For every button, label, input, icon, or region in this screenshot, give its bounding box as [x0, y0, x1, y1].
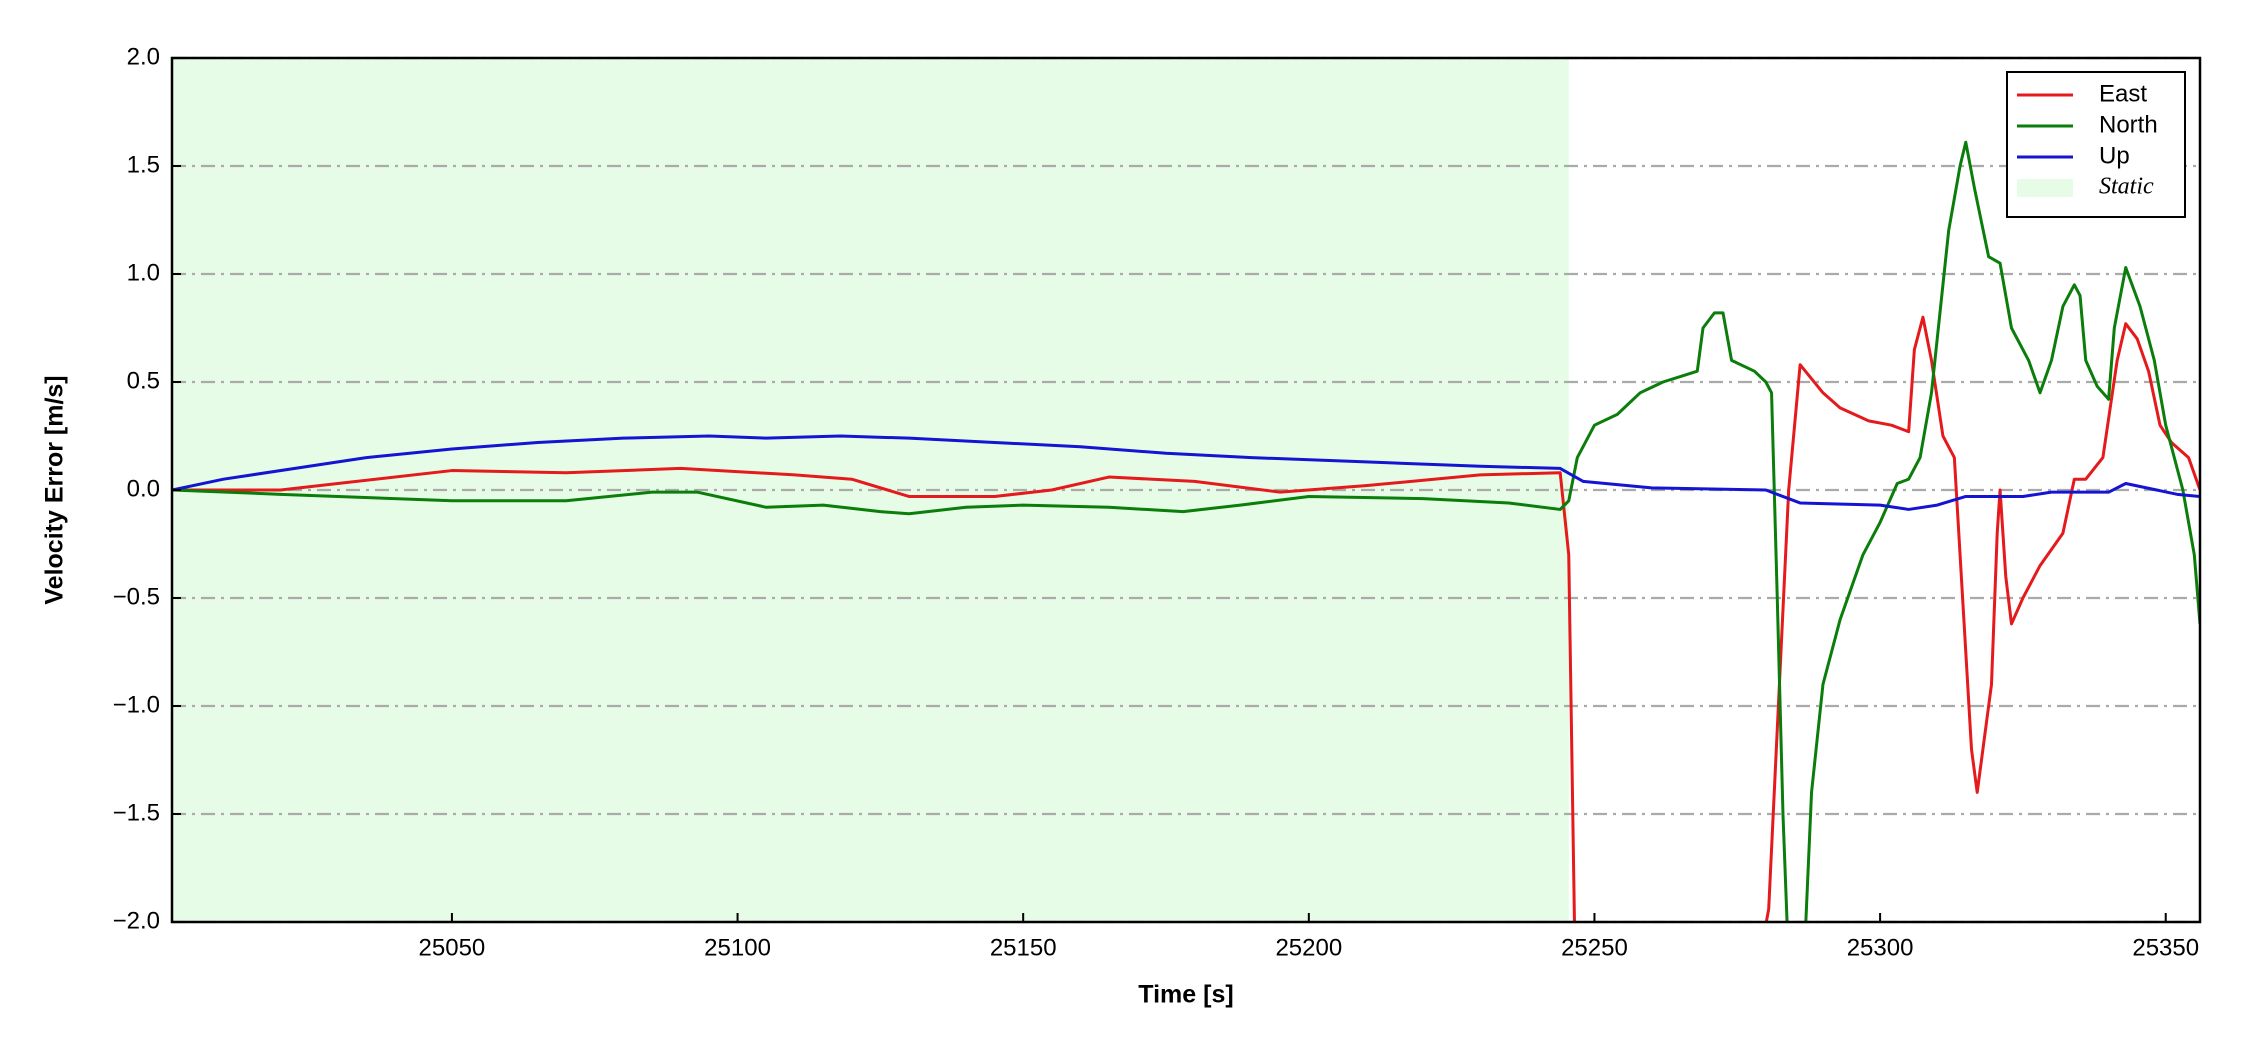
x-tick-label: 25200 — [1275, 934, 1342, 961]
legend-label: North — [2099, 111, 2158, 138]
legend-label: Static — [2099, 174, 2154, 200]
x-tick-label: 25050 — [419, 934, 486, 961]
y-tick-label: 0.0 — [127, 475, 160, 502]
legend-label: East — [2099, 80, 2147, 107]
y-tick-label: −1.5 — [113, 799, 160, 826]
series-line — [172, 315, 2200, 922]
y-tick-label: −2.0 — [113, 907, 160, 934]
x-tick-label: 25100 — [704, 934, 771, 961]
series-line — [172, 140, 2200, 922]
y-tick-label: −0.5 — [113, 583, 160, 610]
legend: East North Up Static — [2006, 71, 2186, 218]
x-tick-label: 25350 — [2132, 934, 2199, 961]
x-axis-label: Time [s] — [1138, 981, 1233, 1009]
y-tick-label: 1.5 — [127, 151, 160, 178]
x-tick-label: 25300 — [1847, 934, 1914, 961]
axes: −2.0 −1.5 −1.0 −0.5 0.0 0.5 1.0 1.5 2.0 25050 2510… — [113, 43, 2199, 961]
series-line — [172, 434, 2200, 511]
y-tick-label: 2.0 — [127, 43, 160, 70]
lines — [172, 140, 2200, 922]
legend-swatch — [2017, 179, 2073, 197]
legend-label: Up — [2099, 142, 2130, 169]
y-axis-label: Velocity Error [m/s] — [41, 375, 69, 604]
y-tick-label: −1.0 — [113, 691, 160, 718]
x-tick-label: 25150 — [990, 934, 1057, 961]
y-tick-label: 1.0 — [127, 259, 160, 286]
y-tick-label: 0.5 — [127, 367, 160, 394]
x-tick-label: 25250 — [1561, 934, 1628, 961]
